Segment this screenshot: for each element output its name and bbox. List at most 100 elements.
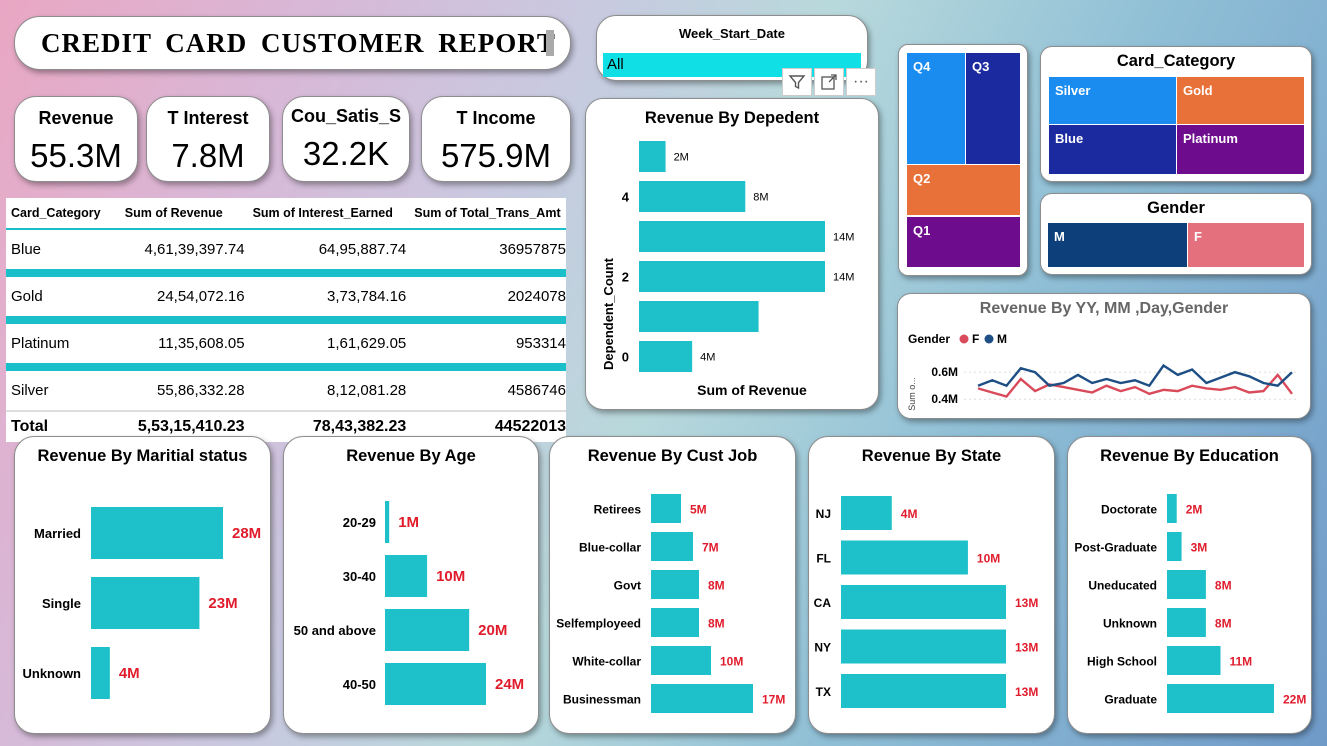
revenue-by-state-visual[interactable]: Revenue By State NJ 4M FL 10M CA 13M NY 13M TX 13… (808, 436, 1055, 734)
card-category-treemap[interactable]: Card_Category Silver Gold Blue Platinum (1040, 46, 1312, 182)
treemap-tile-q4[interactable]: Q4 (907, 53, 965, 164)
bar (639, 261, 825, 292)
title-scroll-indicator (546, 30, 554, 56)
treemap-tile-m[interactable]: M (1048, 223, 1187, 267)
category-label: 20-29 (343, 515, 376, 530)
revenue-by-education-visual[interactable]: Revenue By Education Doctorate 2M Post-Gra… (1067, 436, 1312, 734)
axis-title-y: Dependent_Count (601, 257, 616, 370)
table-cell: Gold (11, 288, 43, 305)
revenue-by-marital-visual[interactable]: Revenue By Maritial status Married 28M Sin… (14, 436, 271, 734)
row-separator (6, 269, 566, 277)
bar (639, 181, 746, 212)
column-header[interactable]: Sum of Total_Trans_Amt (414, 206, 561, 220)
data-label: 28M (232, 525, 261, 542)
table-cell: Blue (11, 241, 42, 258)
table-row[interactable]: Platinum 11,35,608.05 1,61,629.05 953314 (6, 324, 566, 363)
treemap-tile-platinum[interactable]: Platinum (1177, 125, 1304, 174)
more-options-icon[interactable]: ··· (846, 68, 876, 96)
data-label: 13M (1015, 685, 1038, 699)
legend-marker-f (959, 334, 969, 344)
bar (1167, 570, 1206, 599)
revenue-by-job-visual[interactable]: Revenue By Cust Job Retirees 5M Blue-colla… (549, 436, 796, 734)
series-line-f (977, 373, 1293, 398)
bar (841, 496, 892, 530)
table-total-row: Total 5,53,15,410.23 78,43,382.23 445220… (6, 410, 566, 442)
column-header[interactable]: Card_Category (11, 206, 101, 220)
bar (651, 646, 711, 675)
focus-mode-icon[interactable] (814, 68, 844, 96)
kpi-satisfaction-card: Cou_Satis_S 32.2K (282, 96, 410, 182)
data-label: 14M (833, 272, 854, 284)
column-header[interactable]: Sum of Interest_Earned (252, 206, 393, 220)
treemap-tile-q3[interactable]: Q3 (966, 53, 1020, 164)
treemap-tile-f[interactable]: F (1188, 223, 1304, 267)
table-row[interactable]: Blue 4,61,39,397.74 64,95,887.74 3695787… (6, 230, 566, 269)
treemap-tile-gold[interactable]: Gold (1177, 77, 1304, 124)
category-label: Govt (614, 579, 641, 593)
bar (639, 301, 759, 332)
age-bar-chart: 20-29 1M 30-40 10M 50 and above 20M 40-50 24M (294, 501, 524, 705)
revenue-by-age-visual[interactable]: Revenue By Age 20-29 1M 30-40 10M 50 and abo… (283, 436, 539, 734)
data-label: 7M (702, 541, 719, 555)
data-label: 4M (700, 352, 715, 364)
category-label: Businessman (563, 693, 641, 707)
revenue-by-date-gender-visual[interactable]: Revenue By YY, MM ,Day,Gender Gender F M Su… (897, 293, 1311, 419)
category-label: Doctorate (1101, 503, 1157, 517)
chart-title: Card_Category (1116, 52, 1236, 70)
data-label: 24M (495, 676, 524, 693)
column-header[interactable]: Sum of Revenue (124, 206, 223, 220)
chart-title: Revenue By Education (1100, 447, 1279, 465)
filter-icon[interactable] (782, 68, 812, 96)
treemap-tile-q2[interactable]: Q2 (907, 165, 1020, 215)
report-title-card: CREDIT CARD CUSTOMER REPORT (14, 16, 571, 70)
table-row[interactable]: Silver 55,86,332.28 8,12,081.28 4586746 (6, 371, 566, 410)
data-label: 2M (1186, 503, 1203, 517)
revenue-by-dependent-visual[interactable]: Revenue By Depedent Dependent_Count 2M 8M 4… (585, 98, 879, 410)
table-cell: 55,86,332.28 (156, 382, 245, 399)
data-label: 10M (436, 568, 465, 585)
category-label: Unknown (1103, 617, 1157, 631)
chart-title: Revenue By State (861, 447, 1002, 465)
table-cell: Platinum (11, 335, 70, 352)
legend-title: Gender (908, 332, 950, 346)
tick-label: 2 (622, 270, 629, 285)
category-label: Graduate (1104, 693, 1157, 707)
bar (385, 609, 470, 651)
bar (639, 341, 693, 372)
data-label: 5M (690, 503, 707, 517)
treemap-tile-silver[interactable]: Silver (1049, 77, 1176, 124)
table-cell: 3,73,784.16 (327, 288, 407, 305)
data-label: 10M (977, 552, 1000, 566)
category-label: Married (34, 526, 81, 541)
bar (841, 674, 1006, 708)
table-cell: 44522013 (494, 418, 566, 435)
table-header: Card_Category Sum of Revenue Sum of Inte… (6, 198, 566, 230)
chart-title: Revenue By YY, MM ,Day,Gender (979, 300, 1229, 317)
table-cell: 953314 (515, 335, 566, 352)
chart-title: Revenue By Cust Job (587, 447, 758, 465)
table-row[interactable]: Gold 24,54,072.16 3,73,784.16 2024078 (6, 277, 566, 316)
data-label: 22M (1283, 693, 1306, 707)
gender-treemap[interactable]: Gender M F (1040, 193, 1312, 275)
data-label: 8M (1215, 617, 1232, 631)
legend-label: M (997, 332, 1007, 346)
data-label: 8M (1215, 579, 1232, 593)
week-start-date-slicer[interactable]: Week_Start_Date All (596, 15, 868, 81)
data-label: 17M (762, 693, 785, 707)
chart-title: Gender (1147, 199, 1205, 217)
data-label: 4M (901, 507, 918, 521)
data-label: 10M (720, 655, 743, 669)
chart-title: Revenue By Depedent (644, 109, 820, 127)
treemap-tile-q1[interactable]: Q1 (907, 217, 1020, 267)
category-label: NJ (816, 507, 831, 521)
marital-bar-chart: Married 28M Single 23M Unknown 4M (23, 507, 261, 699)
axis-title-x: Sum of Revenue (697, 382, 807, 398)
table-cell: 24,54,072.16 (156, 288, 245, 305)
quarter-treemap[interactable]: Q4 Q3 Q2 Q1 (898, 44, 1028, 276)
tick-label: 0 (622, 350, 629, 365)
treemap-tile-blue[interactable]: Blue (1049, 125, 1176, 174)
data-label: 23M (208, 595, 237, 612)
bar (91, 507, 223, 559)
data-label: 8M (753, 192, 768, 204)
category-label: Blue-collar (579, 541, 641, 555)
